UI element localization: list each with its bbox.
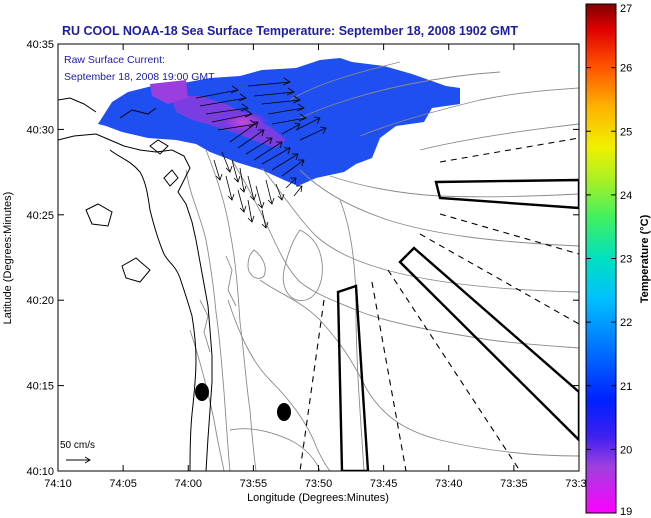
dashed-guides [299,137,579,471]
x-tick-label: 73:50 [305,478,333,490]
bathymetry-contours [185,61,579,471]
y-axis: 40:35 40:30 40:25 40:20 40:15 40:10 [26,39,579,478]
colorbar-tick-label: 21 [620,381,632,393]
y-axis-label: Latitude (Degrees:Minutes) [2,192,14,325]
scale-label: 50 cm/s [60,440,95,451]
sst-warm-corner [150,80,188,104]
colorbar-tick-label: 20 [620,444,632,456]
y-tick-label: 40:35 [26,39,54,51]
coastline [58,97,213,471]
colorbar-tick-label: 24 [620,190,632,202]
x-tick-label: 73:40 [435,478,463,490]
marker-ellipse-west [195,383,209,401]
current-vectors [195,77,327,229]
colorbar-tick-label: 26 [620,63,632,75]
colorbar-tick-label: 23 [620,254,632,266]
marker-ellipse-east [277,403,291,421]
x-tick-label: 74:05 [109,478,137,490]
x-tick-label: 74:10 [44,478,72,490]
map-plot-area: Raw Surface Current: September 18, 2008 … [58,44,579,471]
y-tick-label: 40:15 [26,381,54,393]
x-tick-label: 74:00 [174,478,202,490]
x-axis-label: Longitude (Degrees:Minutes) [247,492,389,504]
y-tick-label: 40:25 [26,210,54,222]
x-tick-label: 73:35 [500,478,528,490]
colorbar-tick-label: 19 [620,506,632,518]
colorbar-label: Temperature (°C) [639,214,651,303]
colorbar-tick-label: 25 [620,126,632,138]
current-annotation-line1: Raw Surface Current: [64,54,165,66]
x-tick-label: 73:45 [370,478,398,490]
sampling-tracks [336,178,579,471]
figure-title: RU COOL NOAA-18 Sea Surface Temperature:… [62,24,518,38]
scale-arrow [66,456,91,464]
current-annotation-line2: September 18, 2008 19:00 GMT [64,71,215,83]
y-tick-label: 40:20 [26,295,54,307]
colorbar-tick-label: 27 [620,3,632,15]
y-tick-label: 40:30 [26,124,54,136]
colorbar-ticks: 27 26 25 24 23 22 21 20 19 [586,3,632,518]
sst-swath [98,58,460,186]
colorbar-tick-label: 22 [620,317,632,329]
y-tick-label: 40:10 [26,466,54,478]
x-tick-label: 73:55 [240,478,268,490]
